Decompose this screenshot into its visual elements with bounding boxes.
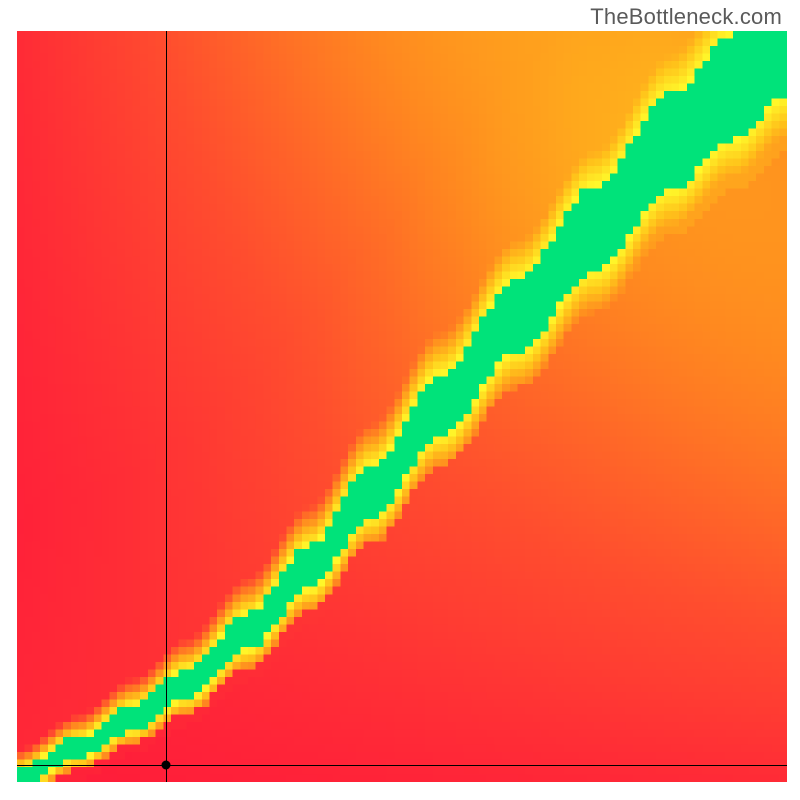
heatmap-canvas <box>17 31 787 782</box>
watermark-text: TheBottleneck.com <box>590 4 782 30</box>
heatmap-plot <box>17 31 787 782</box>
